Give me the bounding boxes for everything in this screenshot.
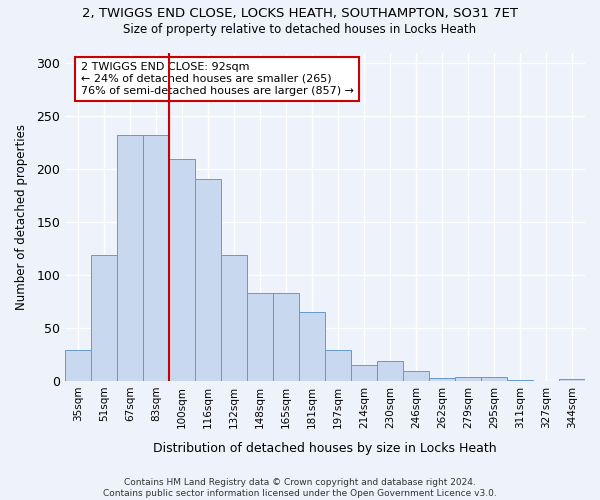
Bar	[403, 370, 429, 381]
Bar	[325, 350, 351, 381]
Bar	[247, 293, 273, 381]
Bar	[91, 255, 117, 381]
Bar	[65, 350, 91, 381]
Y-axis label: Number of detached properties: Number of detached properties	[15, 124, 28, 310]
Bar	[143, 135, 169, 381]
Text: Contains HM Land Registry data © Crown copyright and database right 2024.
Contai: Contains HM Land Registry data © Crown c…	[103, 478, 497, 498]
Bar	[221, 255, 247, 381]
Bar	[299, 312, 325, 381]
Bar	[455, 377, 481, 381]
Text: Size of property relative to detached houses in Locks Heath: Size of property relative to detached ho…	[124, 22, 476, 36]
Bar	[377, 361, 403, 381]
Bar	[429, 378, 455, 381]
Bar	[195, 178, 221, 381]
Bar	[169, 158, 195, 381]
Bar	[559, 379, 585, 381]
X-axis label: Distribution of detached houses by size in Locks Heath: Distribution of detached houses by size …	[153, 442, 497, 455]
Text: 2 TWIGGS END CLOSE: 92sqm
← 24% of detached houses are smaller (265)
76% of semi: 2 TWIGGS END CLOSE: 92sqm ← 24% of detac…	[80, 62, 353, 96]
Bar	[351, 365, 377, 381]
Bar	[273, 293, 299, 381]
Bar	[481, 377, 507, 381]
Text: 2, TWIGGS END CLOSE, LOCKS HEATH, SOUTHAMPTON, SO31 7ET: 2, TWIGGS END CLOSE, LOCKS HEATH, SOUTHA…	[82, 8, 518, 20]
Bar	[117, 135, 143, 381]
Bar	[507, 380, 533, 381]
